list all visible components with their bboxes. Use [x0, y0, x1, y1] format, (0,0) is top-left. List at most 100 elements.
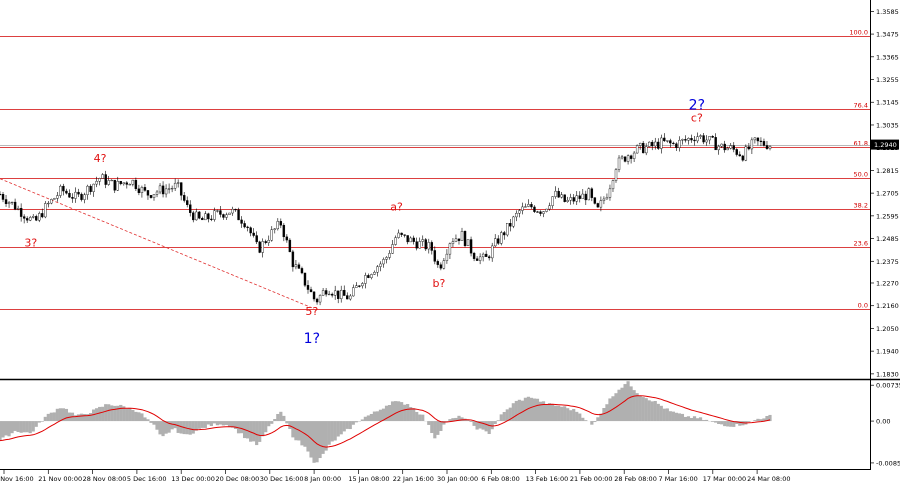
candle-body [306, 285, 310, 290]
candle-body [264, 241, 267, 243]
candle-body [738, 154, 742, 157]
candle-body [252, 232, 255, 236]
candle-body [201, 217, 204, 221]
price-tick-label: 1.3365 [876, 53, 899, 61]
candle-body [735, 149, 738, 155]
candle-body [478, 256, 482, 261]
candle-body [533, 206, 536, 212]
candle-body [729, 145, 732, 149]
candle-body [596, 203, 600, 208]
candle-body [234, 208, 237, 211]
fib-label: 61.8 [854, 140, 868, 148]
candle-body [13, 201, 17, 210]
candle-body [59, 185, 62, 196]
candle-body [22, 216, 26, 219]
candle-body [373, 272, 376, 275]
candle-body [445, 253, 449, 261]
candle-body [503, 232, 506, 236]
candle-body [644, 146, 648, 154]
candle-body [747, 146, 751, 150]
candle-body [536, 211, 539, 213]
candle-body [340, 289, 343, 299]
price-tick-label: 1.2160 [876, 302, 899, 310]
candle-body [629, 155, 633, 159]
price-axis: 1.3585 1.3475 1.3365 1.3255 1.3145 1.3035 1.29… [870, 8, 899, 378]
candle-body [170, 187, 174, 190]
candle-body [484, 253, 488, 257]
price-tick-label: 1.2050 [876, 325, 899, 333]
candle-body [92, 183, 95, 192]
candle-body [68, 192, 71, 198]
candle-body [228, 212, 231, 215]
candle-body [563, 194, 566, 202]
candle-body [324, 290, 328, 295]
candle-body [524, 206, 527, 208]
price-tag-text: 1.2940 [874, 141, 897, 149]
candle-body [149, 195, 153, 198]
oscillator-axis: 0.00735 0.00 -0.00857 [870, 382, 900, 467]
candle-body [584, 193, 588, 201]
time-tick-label: 28 Nov 08:00 [83, 475, 127, 483]
candle-body [273, 228, 276, 230]
wave-label: c? [691, 111, 703, 124]
price-tick-label: 1.3475 [876, 31, 899, 39]
candle-body [578, 195, 581, 199]
candle-body [448, 243, 452, 255]
candle-body [336, 290, 340, 299]
candle-body [675, 143, 678, 148]
candle-body [261, 241, 264, 253]
price-tick-label: 1.1830 [876, 370, 899, 378]
candle-body [110, 179, 113, 182]
candle-body [321, 290, 325, 296]
candle-body [361, 283, 364, 287]
candle-body [494, 238, 497, 247]
candle-body [385, 257, 388, 260]
candle-body [213, 210, 216, 220]
candle-body [315, 298, 319, 303]
candle-body [460, 231, 464, 241]
price-tick-label: 1.2705 [876, 190, 899, 198]
candle-body [614, 169, 618, 181]
price-tick-label: 1.3145 [876, 99, 899, 107]
candle-body [696, 136, 699, 142]
oscillator-signal-line [0, 395, 771, 448]
candle-body [654, 141, 657, 147]
candle-body [285, 236, 289, 241]
wave-label: 3? [24, 236, 37, 249]
candle-body [663, 137, 666, 142]
wave-label: b? [432, 277, 445, 290]
candle-body [451, 241, 455, 244]
time-tick-label: 5 Dec 16:00 [127, 475, 167, 483]
candle-body [666, 140, 669, 142]
candle-body [294, 264, 298, 268]
time-tick-label: 28 Feb 08:00 [614, 475, 657, 483]
time-tick-label: 20 Dec 08:00 [216, 475, 260, 483]
candle-body [539, 211, 542, 214]
price-tick-label: 1.3585 [876, 8, 899, 16]
candle-body [762, 141, 766, 146]
candle-body [80, 193, 83, 200]
candle-body [638, 142, 642, 146]
candle-body [167, 188, 171, 190]
price-tick-label: 1.2485 [876, 235, 899, 243]
candle-body [35, 216, 38, 221]
candle-body [107, 180, 110, 185]
time-tick-label: 22 Jan 16:00 [393, 475, 434, 483]
candle-body [225, 214, 228, 218]
candle-body [291, 251, 295, 268]
candle-body [143, 187, 147, 191]
candle-body [490, 245, 494, 259]
candle-body [62, 185, 65, 192]
candle-body [406, 235, 409, 243]
candle-body [74, 191, 77, 199]
oscillator-tick-label: 0.00 [876, 418, 890, 426]
price-tick-label: 1.3255 [876, 76, 899, 84]
fib-label: 100.0 [849, 29, 868, 37]
candle-body [189, 204, 192, 213]
fib-label: 38.2 [854, 202, 868, 210]
candle-body [403, 234, 406, 236]
candle-body [333, 290, 337, 296]
candle-body [355, 285, 358, 288]
candle-body [152, 194, 156, 198]
